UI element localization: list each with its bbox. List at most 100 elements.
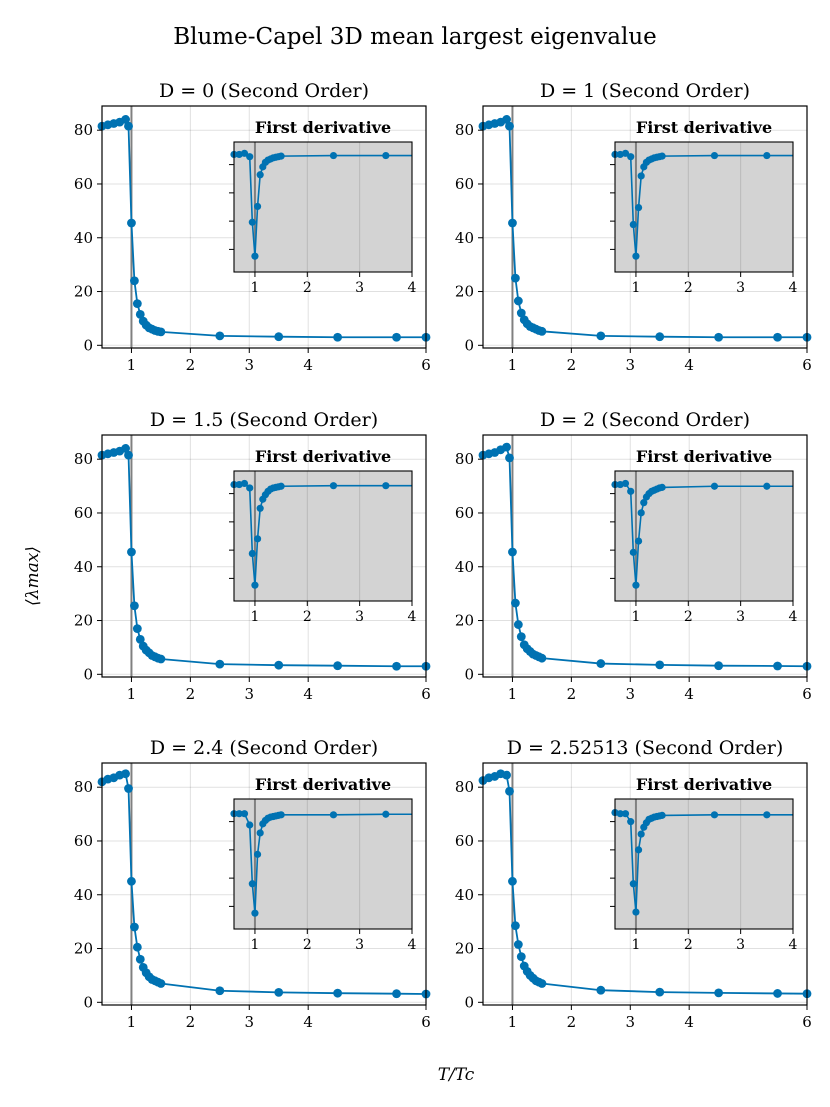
y-tick-label: 60 [455, 175, 474, 193]
x-tick-label: 1 [127, 685, 137, 703]
y-tick-label: 80 [455, 450, 474, 468]
data-point [502, 442, 511, 452]
x-tick-label: 6 [421, 1013, 431, 1031]
data-point [333, 332, 343, 342]
x-axis-label: T/Tc [438, 1065, 475, 1085]
y-tick-label: 20 [455, 283, 474, 301]
data-point [505, 786, 514, 796]
x-tick-label: 4 [303, 356, 313, 374]
data-point [121, 769, 130, 779]
data-point [121, 115, 130, 124]
inset-data-point [253, 535, 262, 543]
inset-data-point [240, 149, 249, 157]
inset-data-point [251, 252, 259, 260]
y-tick-label: 80 [455, 121, 474, 139]
y-tick-label: 20 [455, 940, 474, 958]
inset-x-tick-label: 3 [355, 280, 364, 296]
axes-frame [482, 105, 808, 349]
inset-data-point [632, 581, 640, 589]
x-tick-label: 4 [684, 356, 694, 374]
inset-data-point [634, 846, 643, 854]
data-point [513, 620, 523, 629]
inset-data-point [634, 203, 643, 212]
inset-data-point [658, 811, 666, 819]
axes-frame [482, 434, 808, 678]
inset-data-point [710, 482, 719, 490]
data-point [156, 654, 166, 664]
data-point [132, 624, 142, 633]
y-tick-label: 60 [74, 832, 93, 850]
data-point [508, 218, 517, 228]
inset-plot-area [615, 799, 793, 929]
inset-data-point [637, 172, 645, 180]
x-tick-label: 3 [244, 685, 254, 703]
inset-data-point [710, 151, 719, 160]
inset: First derivative 1 2 3 4 [229, 447, 417, 625]
y-tick-label: 0 [83, 336, 93, 354]
inset-title: First derivative [255, 118, 391, 137]
data-point [655, 660, 665, 670]
inset-data-point [627, 818, 635, 826]
inset-data-point [637, 830, 645, 838]
data-point [156, 979, 166, 988]
x-tick-label: 2 [186, 1013, 196, 1031]
data-point [596, 331, 606, 341]
data-point [127, 876, 136, 886]
data-point [516, 632, 526, 642]
x-tick-label: 3 [625, 685, 635, 703]
inset-data-point [246, 153, 254, 161]
inset-x-tick-label: 4 [789, 280, 798, 296]
inset-title: First derivative [255, 447, 391, 466]
inset-data-point [256, 171, 264, 179]
y-tick-label: 80 [455, 778, 474, 796]
y-axis-label: ⟨λmax⟩ [23, 546, 43, 606]
panel-5: D = 2.4 (Second Order) First derivative 1 2… [74, 737, 431, 1031]
y-tick-label: 40 [455, 229, 474, 247]
data-point [505, 121, 514, 131]
inset-data-point [256, 504, 264, 512]
data-point [124, 784, 133, 793]
inset-data-point [329, 811, 338, 819]
inset-data-point [251, 581, 259, 589]
data-point [130, 601, 139, 611]
data-point [135, 309, 145, 319]
inset-data-point [248, 218, 256, 226]
inset-data-point [240, 810, 249, 818]
inset-x-tick-label: 1 [631, 609, 640, 625]
inset-x-tick-label: 1 [631, 280, 640, 296]
x-tick-label: 2 [567, 356, 577, 374]
data-point [132, 299, 142, 309]
data-point [274, 332, 284, 342]
y-tick-label: 0 [464, 665, 474, 683]
inset-x-tick-label: 4 [408, 280, 417, 296]
panel-title: D = 2.52513 (Second Order) [507, 737, 784, 759]
inset-x-tick-label: 2 [684, 280, 693, 296]
data-point [502, 115, 511, 124]
inset-x-tick-label: 3 [355, 609, 364, 625]
y-tick-label: 40 [455, 886, 474, 904]
x-tick-label: 1 [127, 356, 137, 374]
inset-x-tick-label: 2 [684, 937, 693, 953]
data-point [655, 332, 665, 342]
inset-data-point [710, 811, 719, 819]
data-point [508, 547, 517, 557]
inset-title: First derivative [636, 775, 772, 794]
axes-frame [482, 762, 808, 1006]
inset-data-point [616, 810, 624, 818]
inset-title: First derivative [636, 447, 772, 466]
inset-data-point [621, 810, 630, 818]
data-point [127, 547, 136, 557]
inset-data-point [658, 483, 666, 491]
inset-x-tick-label: 4 [789, 937, 798, 953]
x-tick-label: 3 [625, 356, 635, 374]
data-point [135, 634, 145, 644]
inset: First derivative 1 2 3 4 [229, 118, 417, 296]
y-tick-label: 80 [74, 121, 93, 139]
x-tick-label: 1 [508, 685, 518, 703]
inset-x-tick-label: 2 [303, 609, 312, 625]
inset-x-tick-label: 3 [355, 937, 364, 953]
inset-frame [233, 470, 413, 602]
inset-data-point [763, 811, 771, 819]
data-point [596, 659, 606, 668]
